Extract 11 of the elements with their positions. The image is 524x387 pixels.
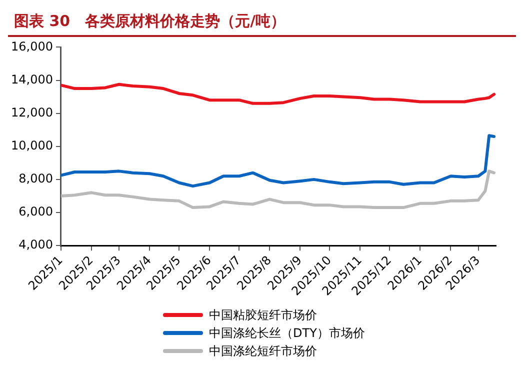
y-tick-label: 12,000 xyxy=(10,105,53,120)
y-tick-label: 14,000 xyxy=(10,72,53,86)
y-tick-label: 16,000 xyxy=(10,39,53,54)
y-tick-label: 8,000 xyxy=(18,172,53,186)
legend-label: 中国涤纶长丝（DTY）市场价 xyxy=(209,325,365,342)
legend-label: 中国涤纶短纤市场价 xyxy=(209,343,317,360)
y-tick-label: 10,000 xyxy=(10,138,53,153)
chart-title: 图表 30 各类原材料价格走势（元/吨） xyxy=(8,8,516,37)
y-tick-label: 4,000 xyxy=(18,238,53,252)
legend-label: 中国粘胶短纤市场价 xyxy=(209,307,317,324)
y-tick-label: 6,000 xyxy=(18,204,53,219)
